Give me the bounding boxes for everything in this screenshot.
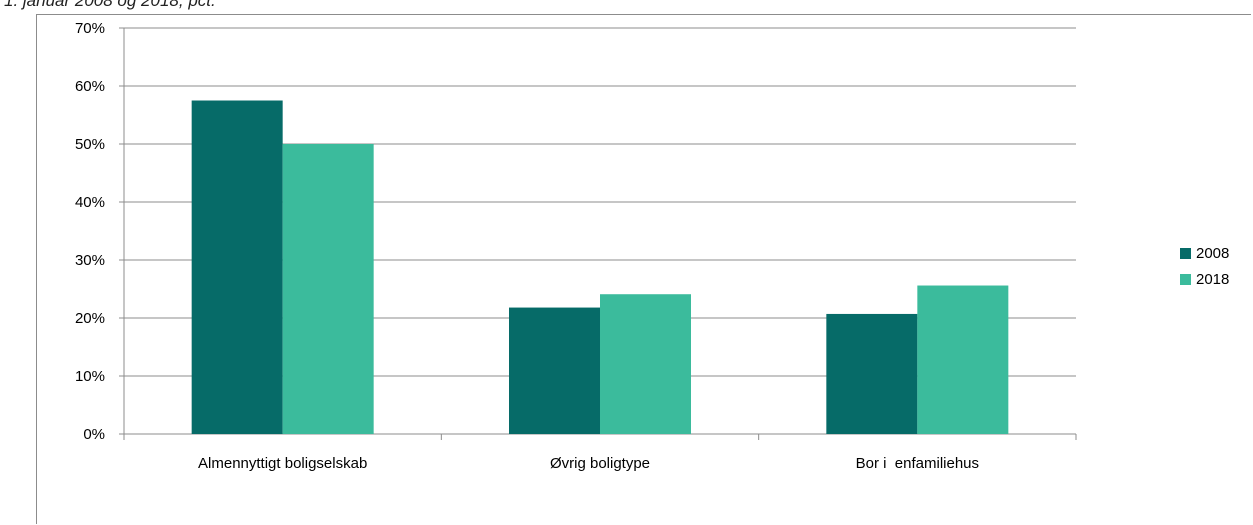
y-tick-label: 40%	[75, 194, 105, 211]
legend-item-2008: 2008	[1180, 240, 1229, 266]
bar-2018-1	[282, 144, 374, 434]
legend-label-2008: 2008	[1196, 244, 1230, 262]
y-tick-label: 20%	[75, 310, 105, 327]
y-tick-label: 60%	[75, 78, 105, 95]
legend-swatch-2008	[1180, 247, 1191, 259]
chart-title-fragment: 1. januar 2008 og 2018, pct.	[4, 0, 216, 10]
legend-item-2018: 2018	[1180, 266, 1229, 292]
bar-2018-2	[600, 294, 691, 434]
legend: 2008 2018	[1180, 240, 1229, 292]
bar-2008-3	[826, 313, 918, 434]
bar-2018-3	[917, 285, 1009, 434]
legend-swatch-2018	[1180, 273, 1191, 285]
bar-2008-1	[191, 100, 283, 434]
legend-label-2018: 2018	[1196, 270, 1230, 288]
x-tick-label: Øvrig boligtype	[550, 455, 650, 472]
y-tick-label: 0%	[83, 426, 105, 443]
y-tick-label: 50%	[75, 136, 105, 153]
y-tick-label: 10%	[75, 368, 105, 385]
x-tick-label: Bor i enfamiliehus	[856, 455, 979, 472]
x-tick-label: Almennyttigt boligselskab	[198, 455, 367, 472]
chart-frame	[36, 14, 1251, 524]
bar-2008-2	[509, 307, 600, 434]
y-tick-label: 30%	[75, 252, 105, 269]
y-tick-label: 70%	[75, 20, 105, 37]
